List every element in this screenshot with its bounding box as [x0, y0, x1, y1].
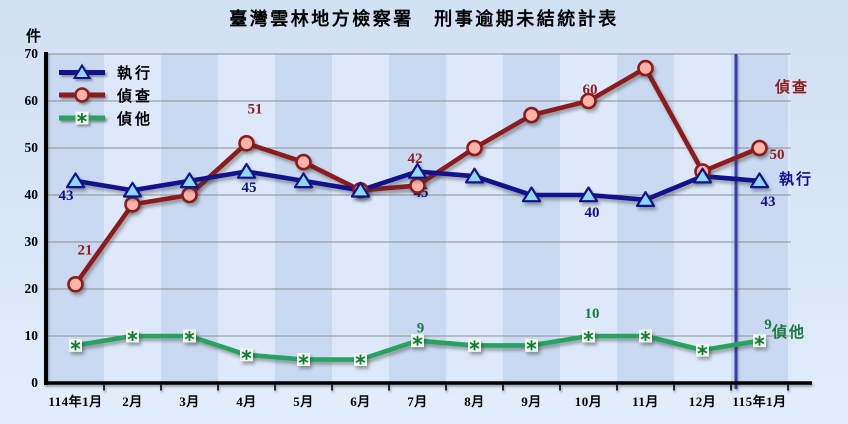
x-tick-label: 10月 — [574, 394, 603, 409]
point-marker-zhenta-1 — [126, 329, 139, 343]
point-marker-zhenta-0 — [69, 338, 82, 352]
point-marker-zhencha-4 — [295, 153, 312, 171]
plot-band — [446, 54, 503, 383]
point-marker-zhenta-10 — [639, 329, 652, 343]
point-label-zhixing-12: 43 — [761, 194, 776, 210]
point-label-zhencha-12: 50 — [770, 147, 785, 163]
point-marker-zhenta-5 — [354, 353, 367, 366]
x-tick-label: 8月 — [464, 394, 485, 409]
point-marker-zhencha-8 — [523, 106, 540, 124]
plot-band — [731, 54, 788, 383]
legend-item-zhenta: 偵他 — [56, 108, 153, 128]
point-label-zhixing-9: 40 — [585, 205, 600, 221]
plot-band — [47, 54, 104, 383]
plot-band — [674, 54, 731, 383]
point-marker-zhencha-12 — [751, 139, 768, 157]
y-axis-unit-label: 件 — [26, 29, 42, 45]
point-marker-zhencha-9 — [580, 92, 597, 110]
legend-item-zhixing: 執行 — [56, 62, 153, 82]
point-marker-zhenta-8 — [525, 338, 538, 352]
x-tick-label: 7月 — [407, 394, 428, 409]
x-tick-label: 114年1月 — [48, 394, 103, 409]
y-tick-label: 50 — [24, 139, 39, 155]
point-marker-zhixing-0 — [65, 172, 86, 189]
x-tick-label: 9月 — [521, 394, 542, 409]
point-marker-zhixing-4 — [293, 172, 314, 189]
point-marker-zhenta-2 — [183, 329, 196, 343]
point-marker-zhixing-9 — [578, 186, 599, 203]
point-marker-zhencha-1 — [124, 196, 141, 213]
point-marker-zhixing-2 — [179, 172, 200, 189]
point-marker-zhenta-6 — [411, 334, 424, 348]
point-marker-zhixing-6 — [407, 162, 428, 179]
point-marker-zhencha-2 — [181, 186, 198, 204]
x-tick-label: 2月 — [122, 394, 143, 409]
plot-band — [275, 54, 332, 383]
point-marker-zhencha-7 — [466, 139, 483, 157]
point-marker-zhenta-4 — [297, 353, 310, 366]
y-tick-label: 70 — [24, 45, 39, 61]
plot-band — [104, 54, 161, 383]
y-tick-label: 30 — [24, 233, 39, 249]
point-marker-zhixing-10 — [635, 191, 656, 207]
point-marker-zhixing-11 — [692, 167, 713, 184]
x-tick-label: 3月 — [179, 394, 200, 409]
legend-item-zhencha: 偵查 — [56, 85, 153, 105]
legend: 執行 偵查 偵他 — [56, 62, 153, 131]
point-marker-zhenta-9 — [582, 329, 595, 343]
legend-label-zhencha: 偵查 — [117, 88, 154, 105]
series-end-label-zhixing: 執行 — [779, 172, 814, 188]
x-tick-label: 6月 — [350, 394, 371, 409]
chart-title: 臺灣雲林地方檢察署 刑事逾期未結統計表 — [229, 9, 619, 29]
point-label-zhixing-0: 43 — [59, 188, 74, 204]
point-marker-zhencha-0 — [67, 275, 84, 293]
point-marker-zhenta-3 — [240, 348, 253, 362]
point-label-zhencha-0: 21 — [78, 242, 93, 258]
plot-band — [218, 54, 275, 383]
point-marker-zhenta-7 — [468, 338, 481, 352]
point-marker-zhixing-12 — [749, 172, 770, 189]
point-marker-zhixing-8 — [521, 186, 542, 203]
point-label-zhixing-3: 45 — [242, 180, 257, 196]
triangle-line-sample-icon — [59, 63, 105, 79]
legend-label-zhixing: 執行 — [117, 65, 154, 82]
plot-band — [617, 54, 674, 383]
y-tick-label: 60 — [24, 92, 39, 108]
point-label-zhenta-12: 9 — [764, 317, 772, 333]
legend-label-zhenta: 偵他 — [117, 111, 154, 128]
plot-band — [161, 54, 218, 383]
point-label-zhenta-6: 9 — [417, 321, 425, 337]
x-tick-label: 115年1月 — [732, 394, 787, 409]
x-tick-label: 5月 — [293, 394, 314, 409]
point-label-zhencha-6: 42 — [408, 151, 423, 167]
point-marker-zhenta-11 — [696, 343, 709, 357]
x-tick-label: 4月 — [236, 394, 257, 409]
circle-line-sample-icon — [59, 87, 105, 103]
plot-band — [332, 54, 389, 383]
series-end-label-zhenta: 偵他 — [772, 325, 807, 341]
point-marker-zhixing-3 — [236, 162, 257, 179]
point-label-zhenta-9: 10 — [585, 306, 600, 322]
asterisk-line-sample-icon — [59, 111, 105, 125]
x-tick-label: 11月 — [632, 394, 659, 409]
plot-band — [788, 54, 791, 383]
point-marker-zhencha-6 — [409, 177, 426, 194]
point-marker-zhenta-12 — [753, 334, 766, 348]
y-tick-label: 0 — [31, 374, 38, 390]
point-marker-zhixing-1 — [122, 181, 143, 198]
point-marker-zhencha-10 — [637, 59, 654, 77]
point-marker-zhixing-7 — [464, 167, 485, 184]
y-tick-label: 20 — [24, 280, 39, 296]
y-tick-label: 40 — [24, 186, 39, 202]
point-marker-zhixing-5 — [350, 181, 371, 198]
point-label-zhencha-3: 51 — [248, 101, 263, 117]
x-tick-label: 12月 — [688, 394, 717, 409]
plot-band — [389, 54, 446, 383]
point-marker-zhencha-3 — [238, 135, 255, 152]
y-tick-label: 10 — [24, 327, 39, 343]
plot-band — [503, 54, 560, 383]
series-end-label-zhencha: 偵查 — [775, 80, 810, 96]
